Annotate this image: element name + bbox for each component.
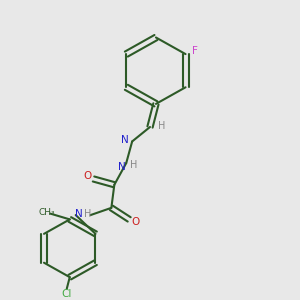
Text: H: H xyxy=(158,121,166,130)
Text: N: N xyxy=(121,135,129,145)
Text: N: N xyxy=(75,208,83,219)
Text: F: F xyxy=(191,46,197,56)
Text: N: N xyxy=(118,162,126,172)
Text: CH₃: CH₃ xyxy=(39,208,55,217)
Text: O: O xyxy=(83,171,92,181)
Text: H: H xyxy=(84,208,91,219)
Text: O: O xyxy=(131,217,139,227)
Text: Cl: Cl xyxy=(61,290,72,299)
Text: H: H xyxy=(130,160,137,170)
